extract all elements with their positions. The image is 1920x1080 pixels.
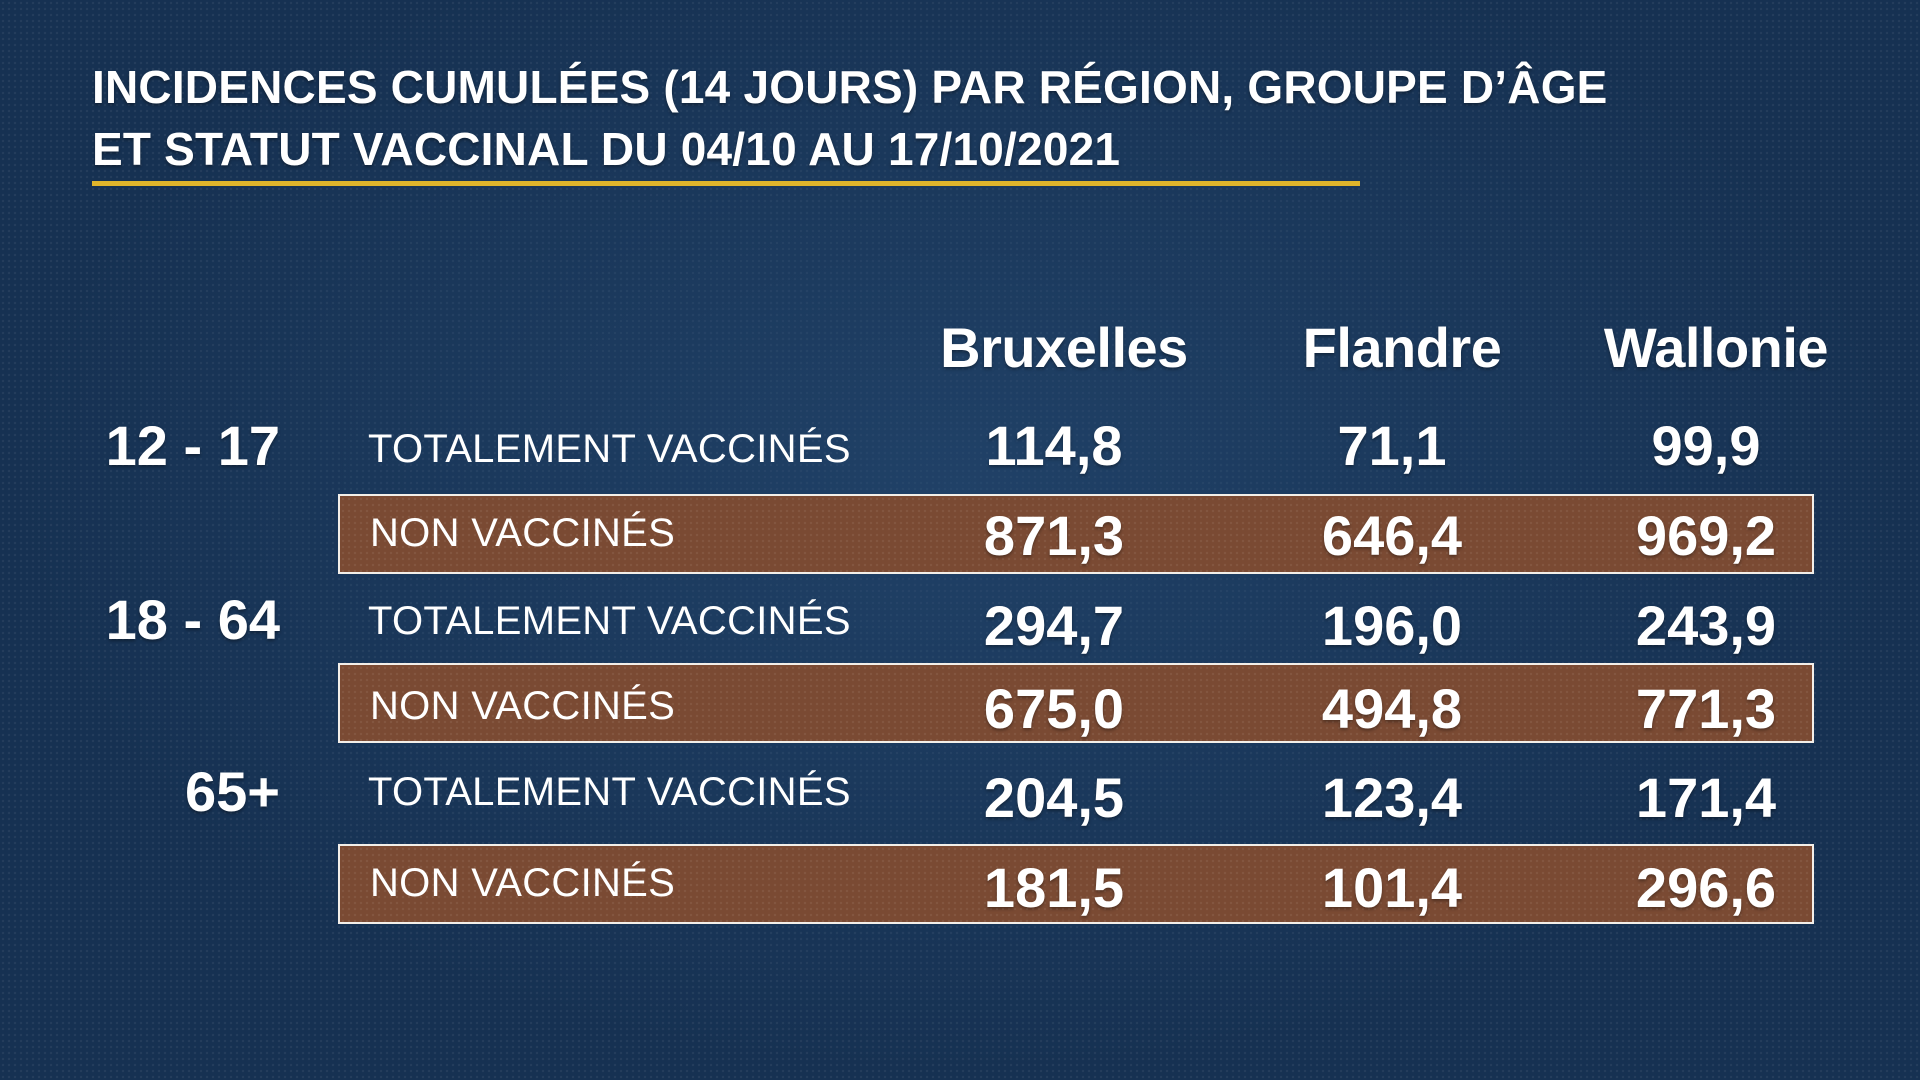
age-group-label: 65+ (185, 760, 280, 823)
title-underline (92, 181, 1360, 186)
table-row-unvaccinated: NON VACCINÉS (338, 494, 1814, 574)
table-row-vaccinated: TOTALEMENT VACCINÉS (338, 757, 1814, 837)
table-cell-value: 243,9 (1635, 594, 1777, 657)
column-header-wallonie: Wallonie (1603, 316, 1829, 379)
table-cell-value: 171,4 (1635, 766, 1777, 829)
column-header-flandre: Flandre (1302, 316, 1502, 379)
table-cell-value: 969,2 (1635, 504, 1777, 567)
table-cell-value: 99,9 (1651, 414, 1761, 477)
table-cell-value: 181,5 (983, 856, 1125, 919)
table-cell-value: 114,8 (985, 414, 1123, 477)
table-row-vaccinated: TOTALEMENT VACCINÉS (338, 408, 1814, 488)
age-group-label: 18 - 64 (105, 588, 280, 651)
table-cell-value: 296,6 (1635, 856, 1777, 919)
table-cell-value: 196,0 (1321, 594, 1463, 657)
table-cell-value: 123,4 (1321, 766, 1463, 829)
table-cell-value: 101,4 (1321, 856, 1463, 919)
age-group-label: 12 - 17 (105, 414, 280, 477)
row-status-label: NON VACCINÉS (370, 511, 676, 555)
title-line-1: INCIDENCES CUMULÉES (14 JOURS) PAR RÉGIO… (92, 61, 1608, 113)
table-cell-value: 675,0 (983, 677, 1125, 740)
table-cell-value: 646,4 (1321, 504, 1463, 567)
row-status-label: NON VACCINÉS (370, 684, 676, 728)
chart-title: INCIDENCES CUMULÉES (14 JOURS) PAR RÉGIO… (92, 56, 1608, 180)
table-row-unvaccinated: NON VACCINÉS (338, 663, 1814, 743)
table-cell-value: 204,5 (983, 766, 1125, 829)
table-cell-value: 771,3 (1635, 677, 1777, 740)
column-header-bruxelles: Bruxelles (940, 316, 1188, 379)
table-cell-value: 294,7 (983, 594, 1125, 657)
table-row-unvaccinated: NON VACCINÉS (338, 844, 1814, 924)
table-row-vaccinated: TOTALEMENT VACCINÉS (338, 584, 1814, 664)
table-cell-value: 71,1 (1337, 414, 1447, 477)
row-status-label: TOTALEMENT VACCINÉS (368, 770, 851, 814)
row-status-label: NON VACCINÉS (370, 861, 676, 905)
title-line-2: ET STATUT VACCINAL DU 04/10 AU 17/10/202… (92, 123, 1121, 175)
table-cell-value: 871,3 (983, 504, 1125, 567)
row-status-label: TOTALEMENT VACCINÉS (368, 427, 851, 471)
row-status-label: TOTALEMENT VACCINÉS (368, 599, 851, 643)
table-cell-value: 494,8 (1321, 677, 1463, 740)
